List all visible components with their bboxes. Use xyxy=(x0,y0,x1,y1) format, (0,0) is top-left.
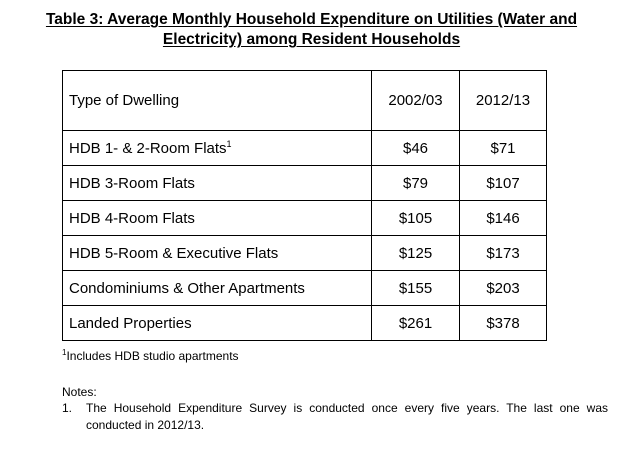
dwelling-type-cell: HDB 3-Room Flats xyxy=(62,165,372,201)
footnote-marker: 1 xyxy=(62,348,67,357)
table-footnote: 1Includes HDB studio apartments xyxy=(62,348,239,364)
value-2012-13: $146 xyxy=(459,200,547,236)
expenditure-table: Type of Dwelling 2002/03 2012/13 HDB 1- … xyxy=(62,70,547,341)
header-2002-03: 2002/03 xyxy=(371,70,460,131)
dwelling-type-label: HDB 1- & 2-Room Flats xyxy=(69,139,227,157)
value-2002-03: $261 xyxy=(371,305,460,341)
value-2012-13: $107 xyxy=(459,165,547,201)
table-row: Condominiums & Other Apartments $155 $20… xyxy=(62,270,547,306)
value-2002-03: $46 xyxy=(371,130,460,166)
table-row: HDB 1- & 2-Room Flats1 $46 $71 xyxy=(62,130,547,166)
dwelling-type-cell: Condominiums & Other Apartments xyxy=(62,270,372,306)
value-2012-13: $71 xyxy=(459,130,547,166)
value-2012-13: $173 xyxy=(459,235,547,271)
table-row: HDB 4-Room Flats $105 $146 xyxy=(62,200,547,236)
table-title-line-2: Electricity) among Resident Households xyxy=(162,31,461,48)
dwelling-type-cell: HDB 5-Room & Executive Flats xyxy=(62,235,372,271)
table-header-row: Type of Dwelling 2002/03 2012/13 xyxy=(62,70,547,131)
value-2012-13: $203 xyxy=(459,270,547,306)
table-row: HDB 3-Room Flats $79 $107 xyxy=(62,165,547,201)
header-2012-13: 2012/13 xyxy=(459,70,547,131)
table-row: Landed Properties $261 $378 xyxy=(62,305,547,341)
value-2002-03: $125 xyxy=(371,235,460,271)
note-item: 1. The Household Expenditure Survey is c… xyxy=(62,400,608,434)
note-number: 1. xyxy=(62,401,73,415)
dwelling-type-cell: Landed Properties xyxy=(62,305,372,341)
value-2002-03: $105 xyxy=(371,200,460,236)
value-2002-03: $79 xyxy=(371,165,460,201)
footnote-marker: 1 xyxy=(226,138,232,149)
table-title-line-1: Table 3: Average Monthly Household Expen… xyxy=(45,11,578,28)
table-title: Table 3: Average Monthly Household Expen… xyxy=(0,10,623,50)
value-2002-03: $155 xyxy=(371,270,460,306)
footnote-text: Includes HDB studio apartments xyxy=(66,349,239,363)
dwelling-type-cell: HDB 1- & 2-Room Flats1 xyxy=(62,130,372,166)
notes-heading: Notes: xyxy=(62,385,97,399)
value-2012-13: $378 xyxy=(459,305,547,341)
note-text: The Household Expenditure Survey is cond… xyxy=(86,401,608,432)
header-type-of-dwelling: Type of Dwelling xyxy=(62,70,372,131)
dwelling-type-cell: HDB 4-Room Flats xyxy=(62,200,372,236)
table-row: HDB 5-Room & Executive Flats $125 $173 xyxy=(62,235,547,271)
